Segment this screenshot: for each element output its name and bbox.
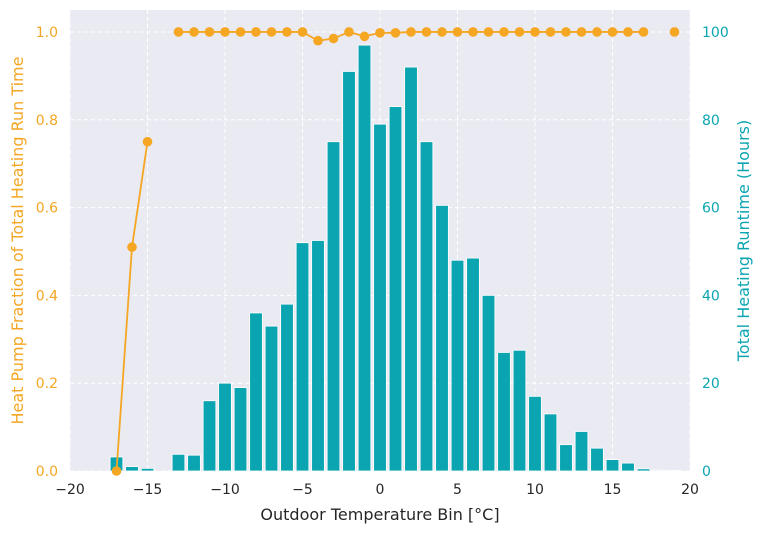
bar (560, 445, 573, 471)
line-point (205, 27, 215, 37)
line-point (453, 27, 463, 37)
bar (498, 352, 511, 471)
bar (637, 469, 650, 471)
line-point (236, 27, 246, 37)
x-axis-ticks: −20 −15 −10 −5 0 5 10 15 20 (55, 482, 699, 498)
bar (544, 414, 557, 471)
bar (141, 468, 154, 471)
line-point (608, 27, 618, 37)
left-tick-label: 0.6 (36, 201, 58, 217)
bar (265, 326, 278, 471)
bar (358, 45, 371, 471)
left-tick-label: 0.4 (36, 288, 58, 304)
bar (374, 124, 387, 471)
line-point (267, 27, 277, 37)
bar (188, 455, 201, 471)
bar (513, 350, 526, 471)
bar (219, 383, 232, 471)
bar (126, 467, 139, 471)
x-axis-label: Outdoor Temperature Bin [°C] (260, 505, 499, 524)
line-point (546, 27, 556, 37)
bar (436, 205, 449, 471)
line-point (220, 27, 230, 37)
right-tick-label: 60 (702, 201, 720, 217)
line-point (344, 27, 354, 37)
right-tick-label: 100 (702, 25, 729, 41)
line-point (437, 27, 447, 37)
x-tick-label: 20 (681, 482, 699, 498)
x-tick-label: −5 (292, 482, 313, 498)
left-tick-label: 1.0 (36, 25, 58, 41)
bar (606, 460, 619, 471)
line-point (592, 27, 602, 37)
bar (451, 260, 464, 471)
bar (420, 142, 433, 471)
right-axis-label: Total Heating Runtime (Hours) (734, 120, 753, 363)
bar (281, 304, 294, 471)
line-point (391, 28, 401, 38)
x-tick-label: −10 (210, 482, 240, 498)
right-axis-ticks: 0 20 40 60 80 100 (702, 25, 729, 480)
line-point (515, 27, 525, 37)
line-point (375, 28, 385, 38)
bar (653, 470, 666, 471)
line-point (406, 27, 416, 37)
right-tick-label: 80 (702, 113, 720, 129)
bar (172, 454, 185, 471)
left-tick-label: 0.8 (36, 113, 58, 129)
right-tick-label: 20 (702, 376, 720, 392)
line-point (530, 27, 540, 37)
line-point (422, 27, 432, 37)
line-point (298, 27, 308, 37)
line-point (577, 27, 587, 37)
bar (529, 396, 542, 471)
bar (575, 431, 588, 471)
line-point (143, 137, 153, 147)
bar (482, 295, 495, 471)
line-point (329, 34, 339, 44)
line-point (484, 27, 494, 37)
line-point (282, 27, 292, 37)
line-point (670, 27, 680, 37)
line-point (112, 466, 122, 476)
bar (327, 142, 340, 471)
left-tick-label: 0.2 (36, 376, 58, 392)
bar (622, 463, 635, 471)
x-tick-label: 5 (453, 482, 462, 498)
bar (296, 243, 309, 471)
line-point (313, 36, 323, 46)
left-tick-label: 0.0 (36, 464, 58, 480)
right-tick-label: 40 (702, 288, 720, 304)
line-point (561, 27, 571, 37)
line-point (499, 27, 509, 37)
x-tick-label: −15 (133, 482, 163, 498)
x-tick-label: 0 (376, 482, 385, 498)
line-point (251, 27, 261, 37)
x-tick-label: 15 (604, 482, 622, 498)
bar (234, 388, 247, 471)
right-tick-label: 0 (702, 464, 711, 480)
bar (343, 71, 356, 471)
line-point (127, 242, 137, 252)
line-point (623, 27, 633, 37)
line-point (639, 27, 649, 37)
line-point (189, 27, 199, 37)
x-tick-label: 10 (526, 482, 544, 498)
left-axis-ticks: 0.0 0.2 0.4 0.6 0.8 1.0 (36, 25, 58, 480)
bar (467, 258, 480, 471)
bar (405, 67, 418, 471)
bar (203, 401, 216, 471)
bar (250, 313, 263, 471)
left-axis-label: Heat Pump Fraction of Total Heating Run … (8, 57, 27, 425)
line-point (360, 32, 370, 42)
line-point (468, 27, 478, 37)
bar (389, 107, 402, 471)
x-tick-label: −20 (55, 482, 85, 498)
bar (312, 241, 325, 472)
bar (591, 448, 604, 471)
line-point (174, 27, 184, 37)
